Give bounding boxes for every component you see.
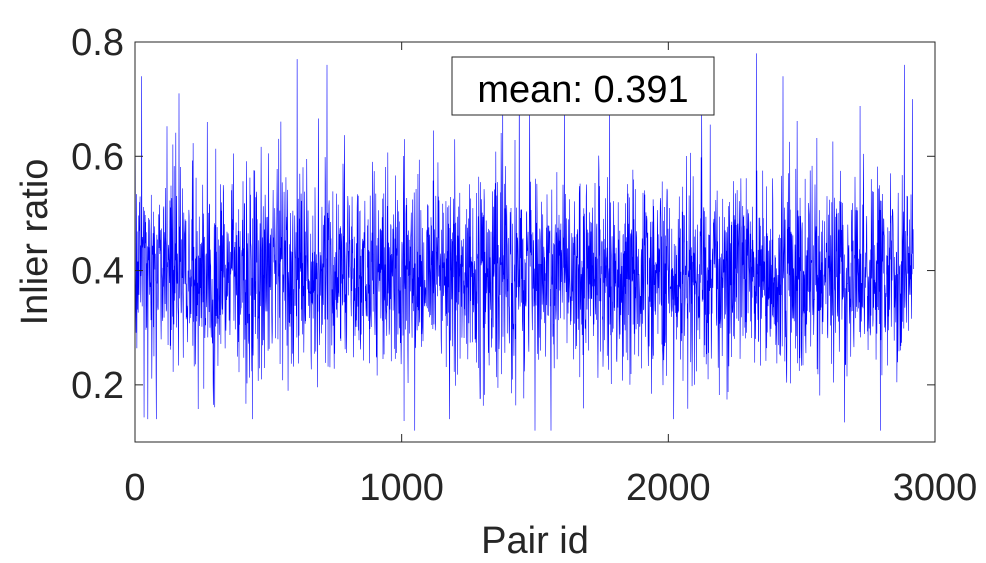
x-tick-label: 1000: [359, 467, 444, 509]
x-axis-label: Pair id: [481, 520, 589, 562]
y-tick-label: 0.8: [71, 22, 124, 64]
series-line: [134, 53, 914, 431]
x-tick-label: 3000: [893, 467, 978, 509]
annotation-box: mean: 0.391: [451, 56, 715, 116]
y-tick-label: 0.4: [71, 251, 124, 293]
annotation-text: mean: 0.391: [477, 69, 688, 111]
y-tick-label: 0.6: [71, 136, 124, 178]
y-ticks: 0.2 0.4 0.6 0.8: [71, 22, 935, 407]
plot-box: [134, 41, 936, 443]
series-layer: [134, 53, 914, 431]
y-tick-label: 0.2: [71, 365, 124, 407]
x-tick-label: 0: [124, 467, 145, 509]
x-ticks: 0 1000 2000 3000: [124, 42, 977, 509]
x-tick-label: 2000: [626, 467, 711, 509]
y-axis-label: Inlier ratio: [14, 159, 56, 326]
